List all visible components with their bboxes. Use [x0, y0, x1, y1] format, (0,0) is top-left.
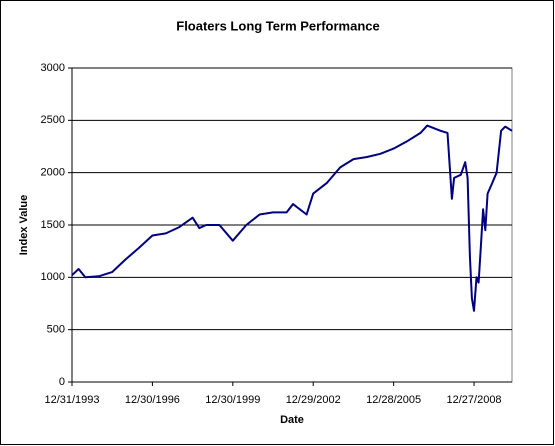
- y-tick-label: 3000: [41, 62, 65, 74]
- x-tick-label: 12/28/2005: [366, 394, 421, 406]
- x-tick-label: 12/27/2008: [447, 394, 502, 406]
- x-tick-label: 12/30/1999: [205, 394, 260, 406]
- y-tick-label: 2500: [41, 114, 65, 126]
- y-tick-label: 500: [47, 324, 65, 336]
- data-line: [71, 124, 513, 312]
- y-tick-label: 1500: [41, 219, 65, 231]
- y-tick-label: 1000: [41, 271, 65, 283]
- x-axis-label: Date: [280, 414, 304, 426]
- y-tick-label: 0: [59, 376, 65, 388]
- chart-title: Floaters Long Term Performance: [176, 18, 379, 33]
- x-tick-label: 12/30/1996: [125, 394, 180, 406]
- y-axis-label: Index Value: [18, 195, 30, 256]
- y-tick-label: 2000: [41, 167, 65, 179]
- x-tick-label: 12/31/1993: [44, 394, 99, 406]
- x-tick-label: 12/29/2002: [286, 394, 341, 406]
